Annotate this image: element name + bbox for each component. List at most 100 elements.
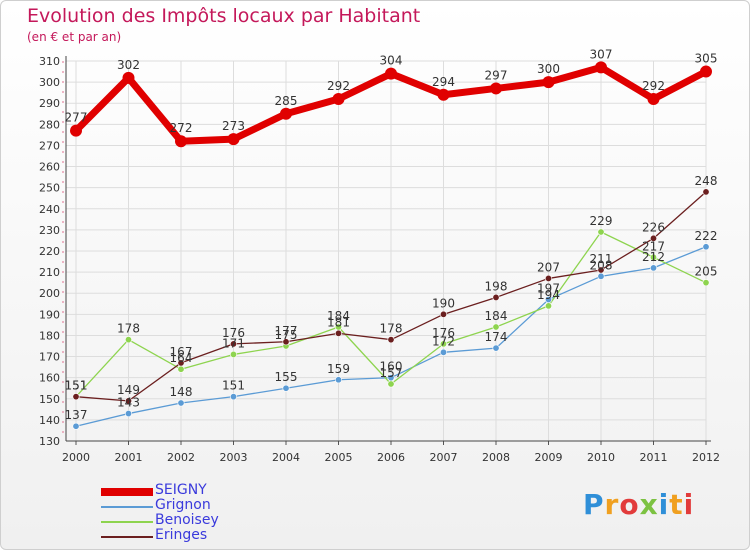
y-tick-label: 300 [39,76,60,89]
data-point-seigny [700,65,712,78]
legend: SEIGNY Grignon Benoisey Eringes [101,482,301,544]
data-label-grignon: 174 [485,330,508,344]
y-tick-label: 160 [39,372,60,385]
data-label-grignon: 197 [537,282,560,296]
legend-item-seigny: SEIGNY [101,482,301,499]
data-label-seigny: 277 [65,111,88,125]
x-tick-label: 2005 [325,451,353,464]
legend-swatch [101,536,153,538]
data-label-grignon: 208 [590,258,613,272]
data-point-eringes [492,293,500,301]
y-tick-label: 290 [39,97,60,110]
x-tick-label: 2006 [377,451,405,464]
x-tick-label: 2001 [115,451,143,464]
data-point-benoisey [230,350,238,358]
data-point-grignon [125,410,133,418]
data-point-seigny [437,88,450,101]
chart-title: Evolution des Impôts locaux par Habitant [27,5,421,27]
data-label-eringes: 176 [222,326,245,340]
data-label-seigny: 294 [432,75,455,89]
x-tick-label: 2003 [220,451,248,464]
data-point-eringes [177,359,185,367]
data-label-eringes: 151 [65,379,88,393]
data-label-eringes: 149 [117,383,140,397]
data-point-benoisey [125,336,133,344]
data-point-seigny [70,124,82,137]
y-tick-label: 140 [39,414,60,427]
logo-letter: P [583,488,605,521]
data-point-eringes [72,393,80,401]
data-label-seigny: 302 [117,58,140,72]
y-tick-label: 190 [39,308,60,321]
x-tick-label: 2011 [640,451,668,464]
data-point-grignon [177,399,185,407]
y-tick-label: 130 [39,435,60,448]
data-label-seigny: 272 [170,121,193,135]
legend-label: Eringes [155,527,208,543]
data-label-eringes: 198 [485,279,508,293]
legend-item-eringes: Eringes [101,527,301,544]
y-tick-label: 310 [39,55,60,68]
logo-letter: o [619,488,640,521]
legend-item-benoisey: Benoisey [101,512,301,529]
data-point-benoisey [439,340,447,348]
data-point-seigny [542,76,555,89]
data-label-eringes: 190 [432,296,455,310]
data-point-benoisey [387,380,395,388]
data-label-benoisey: 178 [117,322,140,336]
data-label-benoisey: 184 [327,309,350,323]
x-tick-label: 2010 [587,451,615,464]
data-label-grignon: 172 [432,334,455,348]
data-label-eringes: 177 [275,324,298,338]
logo-letter: r [604,488,620,521]
data-label-benoisey: 194 [537,288,560,302]
data-label-grignon: 143 [117,396,140,410]
data-point-grignon [649,264,657,272]
data-point-grignon [492,344,500,352]
data-point-eringes [439,310,447,318]
data-label-benoisey: 217 [642,239,665,253]
data-label-benoisey: 164 [170,351,193,365]
legend-swatch [101,521,153,523]
data-label-seigny: 304 [380,54,403,68]
x-tick-label: 2012 [692,451,720,464]
data-point-grignon [72,422,80,430]
data-label-grignon: 148 [170,385,193,399]
data-label-benoisey: 184 [485,309,508,323]
x-tick-label: 2007 [430,451,458,464]
data-point-grignon [282,384,290,392]
chart-subtitle: (en € et par an) [27,30,122,44]
legend-item-grignon: Grignon [101,497,301,514]
data-label-benoisey: 205 [695,265,718,279]
data-label-eringes: 248 [695,174,718,188]
data-point-grignon [439,348,447,356]
data-label-eringes: 207 [537,260,560,274]
data-point-seigny [280,107,292,120]
data-point-seigny [647,93,660,105]
data-label-benoisey: 176 [432,326,455,340]
data-point-eringes [334,329,342,337]
data-point-benoisey [702,279,710,287]
legend-label: SEIGNY [155,482,207,498]
data-label-seigny: 292 [642,79,665,93]
data-point-benoisey [492,323,500,331]
data-point-eringes [597,266,605,274]
data-point-eringes [702,188,710,196]
series-lines [70,61,712,430]
data-label-seigny: 307 [590,47,613,61]
y-tick-label: 210 [39,266,60,279]
y-tick-label: 220 [39,245,60,258]
data-label-seigny: 292 [327,79,350,93]
data-point-seigny [385,67,397,80]
data-label-grignon: 151 [222,379,245,393]
y-tick-label: 250 [39,182,60,195]
data-label-eringes: 178 [380,322,403,336]
legend-label: Benoisey [155,512,219,528]
data-point-seigny [595,61,607,74]
legend-label: Grignon [155,497,211,513]
x-tick-label: 2009 [535,451,563,464]
logo-letter: i [683,488,695,521]
y-tick-label: 270 [39,139,60,152]
